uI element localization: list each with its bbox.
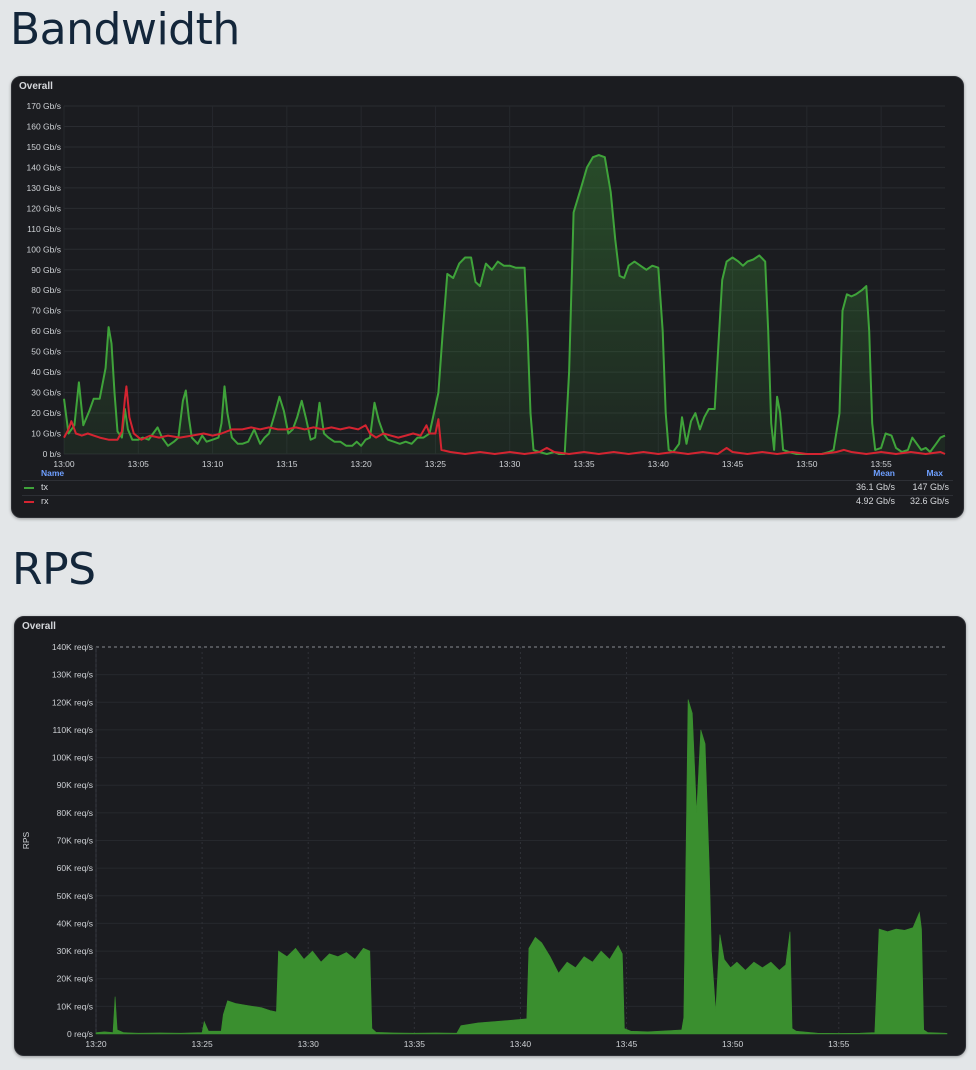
tx-color-swatch — [24, 487, 34, 489]
legend-divider — [22, 495, 953, 496]
y-tick-label: 100 Gb/s — [27, 244, 62, 254]
legend-header-name: Name — [41, 468, 65, 478]
rps-panel-title: Overall — [22, 621, 56, 632]
y-tick-label: 150 Gb/s — [27, 142, 62, 152]
x-tick-label: 13:25 — [191, 1039, 213, 1049]
x-tick-label: 13:35 — [573, 459, 595, 469]
y-axis-label: RPS — [21, 831, 31, 849]
rx-color-swatch — [24, 501, 34, 503]
series-rps-area — [95, 699, 948, 1035]
bandwidth-heading: Bandwidth — [10, 4, 240, 55]
legend-rx-max: 32.6 Gb/s — [909, 496, 949, 506]
y-tick-label: 20K req/s — [57, 974, 93, 984]
y-tick-label: 90 Gb/s — [31, 265, 61, 275]
series-rx-line — [63, 385, 946, 455]
y-tick-label: 60 Gb/s — [31, 326, 61, 336]
bandwidth-panel: Overall 0 b/s 10 Gb/s 20 Gb/s 30 Gb/s 40 Gb/… — [11, 76, 964, 518]
y-tick-label: 10 Gb/s — [31, 429, 61, 439]
y-tick-label: 120K req/s — [52, 697, 93, 707]
x-tick-label: 13:40 — [648, 459, 670, 469]
y-tick-label: 130K req/s — [52, 670, 93, 680]
x-tick-label: 13:00 — [53, 459, 75, 469]
y-tick-label: 0 req/s — [67, 1029, 93, 1039]
y-tick-label: 90K req/s — [57, 780, 93, 790]
x-tick-label: 13:55 — [870, 459, 892, 469]
x-tick-label: 13:45 — [722, 459, 744, 469]
y-tick-label: 120 Gb/s — [27, 203, 62, 213]
x-tick-label: 13:20 — [350, 459, 372, 469]
rps-panel: Overall 0 req/s 10K req/s 20K req/s 30K req… — [14, 616, 966, 1056]
y-tick-label: 70K req/s — [57, 836, 93, 846]
y-tick-label: 160 Gb/s — [27, 121, 62, 131]
legend-row-tx[interactable]: tx 36.1 Gb/s 147 Gb/s — [12, 481, 963, 495]
x-tick-label: 13:25 — [425, 459, 447, 469]
x-tick-label: 13:55 — [828, 1039, 850, 1049]
y-tick-label: 140 Gb/s — [27, 162, 62, 172]
y-tick-label: 70 Gb/s — [31, 306, 61, 316]
bandwidth-chart: 0 b/s 10 Gb/s 20 Gb/s 30 Gb/s 40 Gb/s 50 Gb/s… — [27, 101, 946, 469]
y-tick-label: 80 Gb/s — [31, 285, 61, 295]
y-tick-label: 100K req/s — [52, 753, 93, 763]
legend-tx-mean: 36.1 Gb/s — [855, 482, 895, 492]
y-tick-label: 40 Gb/s — [31, 367, 61, 377]
y-tick-label: 40K req/s — [57, 918, 93, 928]
x-tick-label: 13:50 — [722, 1039, 744, 1049]
legend-row-rx[interactable]: rx 4.92 Gb/s 32.6 Gb/s — [12, 495, 963, 509]
x-tick-label: 13:35 — [404, 1039, 426, 1049]
y-tick-label: 10K req/s — [57, 1001, 93, 1011]
y-tick-label: 50K req/s — [57, 891, 93, 901]
legend-tx-name: tx — [41, 482, 49, 492]
y-tick-label: 170 Gb/s — [27, 101, 62, 111]
y-tick-label: 110K req/s — [53, 725, 93, 735]
legend-tx-max: 147 Gb/s — [912, 482, 949, 492]
y-tick-label: 0 b/s — [43, 449, 61, 459]
legend-divider — [22, 480, 953, 481]
y-tick-label: 140K req/s — [52, 642, 93, 652]
legend-rx-mean: 4.92 Gb/s — [855, 496, 895, 506]
y-tick-label: 20 Gb/s — [31, 408, 61, 418]
legend-header-max: Max — [926, 468, 943, 478]
rps-heading: RPS — [12, 544, 96, 595]
legend-header-mean: Mean — [873, 468, 895, 478]
y-tick-label: 60K req/s — [57, 863, 93, 873]
x-tick-label: 13:30 — [298, 1039, 320, 1049]
x-tick-label: 13:45 — [616, 1039, 638, 1049]
x-tick-label: 13:10 — [202, 459, 224, 469]
bandwidth-panel-title: Overall — [19, 81, 53, 92]
rps-chart: 0 req/s 10K req/s 20K req/s 30K req/s 40K re… — [21, 642, 948, 1049]
y-tick-label: 30K req/s — [57, 946, 93, 956]
x-tick-label: 13:05 — [128, 459, 150, 469]
y-tick-label: 110 Gb/s — [27, 224, 61, 234]
legend-rx-name: rx — [41, 496, 49, 506]
x-tick-label: 13:15 — [276, 459, 298, 469]
series-tx-area — [64, 155, 945, 454]
x-tick-label: 13:30 — [499, 459, 521, 469]
y-tick-label: 130 Gb/s — [27, 183, 62, 193]
y-tick-label: 30 Gb/s — [31, 388, 61, 398]
y-tick-label: 80K req/s — [57, 808, 93, 818]
y-tick-label: 50 Gb/s — [31, 347, 61, 357]
x-tick-label: 13:50 — [796, 459, 818, 469]
x-tick-label: 13:40 — [510, 1039, 532, 1049]
x-tick-label: 13:20 — [85, 1039, 107, 1049]
